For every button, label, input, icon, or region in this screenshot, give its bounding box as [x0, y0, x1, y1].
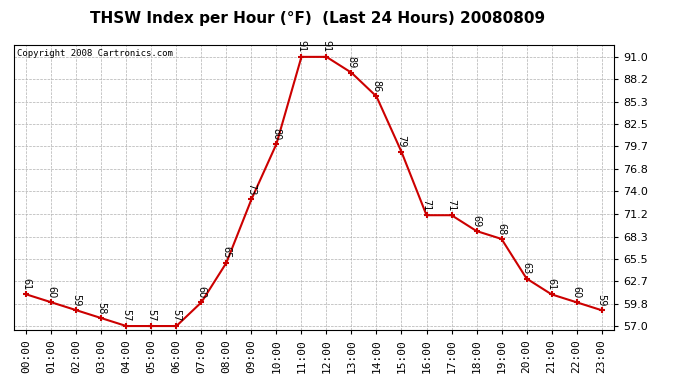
Text: 79: 79: [397, 135, 406, 148]
Text: THSW Index per Hour (°F)  (Last 24 Hours) 20080809: THSW Index per Hour (°F) (Last 24 Hours)…: [90, 11, 545, 26]
Text: 63: 63: [522, 262, 531, 274]
Text: 71: 71: [446, 199, 457, 211]
Text: 60: 60: [46, 286, 57, 298]
Text: 58: 58: [97, 302, 106, 314]
Text: 65: 65: [221, 246, 231, 258]
Text: 80: 80: [271, 128, 282, 140]
Text: 57: 57: [121, 309, 131, 322]
Text: 61: 61: [546, 278, 557, 290]
Text: Copyright 2008 Cartronics.com: Copyright 2008 Cartronics.com: [17, 49, 172, 58]
Text: 73: 73: [246, 183, 257, 195]
Text: 91: 91: [297, 40, 306, 53]
Text: 59: 59: [597, 294, 607, 306]
Text: 59: 59: [71, 294, 81, 306]
Text: 68: 68: [497, 222, 506, 235]
Text: 86: 86: [371, 80, 382, 92]
Text: 91: 91: [322, 40, 331, 53]
Text: 71: 71: [422, 199, 431, 211]
Text: 89: 89: [346, 56, 357, 69]
Text: 57: 57: [171, 309, 181, 322]
Text: 69: 69: [471, 214, 482, 227]
Text: 60: 60: [571, 286, 582, 298]
Text: 60: 60: [197, 286, 206, 298]
Text: 61: 61: [21, 278, 31, 290]
Text: 57: 57: [146, 309, 157, 322]
